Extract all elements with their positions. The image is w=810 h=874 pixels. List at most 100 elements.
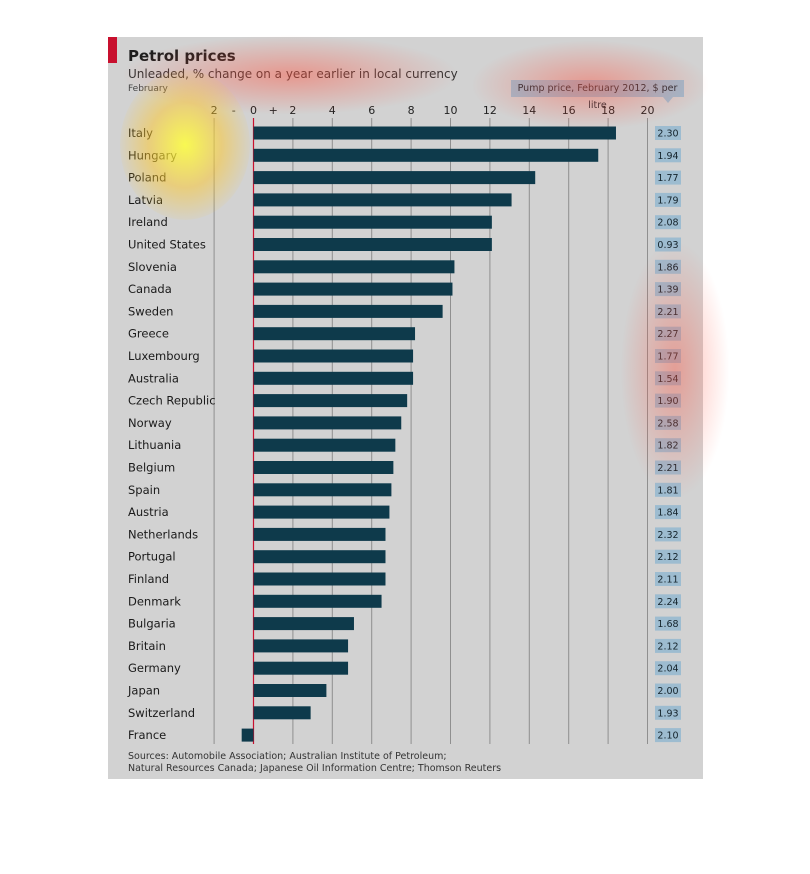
- x-tick-label: 2: [211, 104, 218, 117]
- pump-price-label: 2.32: [657, 530, 678, 541]
- pump-price-label: 0.93: [657, 240, 678, 251]
- pump-price-box: [655, 616, 681, 631]
- pump-price-box: [655, 482, 681, 497]
- category-label: Slovenia: [128, 260, 177, 274]
- pump-price-box: [655, 215, 681, 230]
- pump-price-box: [655, 192, 681, 207]
- pump-price-box: [655, 148, 681, 163]
- category-label: Ireland: [128, 215, 168, 229]
- bar: [253, 349, 414, 363]
- pump-price-label: 2.00: [657, 686, 678, 697]
- pump-price-box: [655, 594, 681, 609]
- category-label: Czech Republic: [128, 394, 216, 408]
- sources-line-1: Sources: Automobile Association; Austral…: [128, 751, 447, 762]
- category-label: Switzerland: [128, 706, 195, 720]
- bar: [253, 661, 349, 675]
- bar: [253, 215, 492, 229]
- category-label: Poland: [128, 171, 166, 185]
- bar: [253, 394, 408, 408]
- x-tick-label: 20: [641, 104, 655, 117]
- pump-price-label: 2.12: [657, 552, 678, 563]
- pump-price-label: 1.54: [657, 374, 678, 385]
- category-label: Latvia: [128, 193, 163, 207]
- pump-price-box: [655, 638, 681, 653]
- pump-price-label: 2.30: [657, 129, 678, 140]
- x-tick-label: 14: [522, 104, 536, 117]
- category-label: Italy: [128, 126, 153, 140]
- pump-price-label: 2.10: [657, 731, 678, 742]
- pump-price-box: [655, 661, 681, 676]
- pump-header-pointer: [663, 97, 673, 103]
- pump-price-box: [655, 572, 681, 586]
- category-label: Norway: [128, 416, 172, 430]
- category-label: France: [128, 728, 166, 742]
- pump-price-box: [655, 170, 681, 185]
- pump-price-label: 2.27: [657, 329, 678, 340]
- category-label: Luxembourg: [128, 349, 200, 363]
- x-tick-label: 6: [368, 104, 375, 117]
- bar: [253, 193, 512, 207]
- pump-price-box: [655, 505, 681, 520]
- bar: [253, 327, 416, 341]
- pump-price-label: 2.58: [657, 418, 678, 429]
- category-label: Austria: [128, 505, 169, 519]
- category-label: Portugal: [128, 550, 176, 564]
- category-label: Hungary: [128, 148, 177, 162]
- pump-price-label: 1.94: [657, 151, 678, 162]
- x-tick-label: 0: [250, 104, 257, 117]
- bar: [253, 684, 327, 697]
- bar: [253, 416, 402, 430]
- pump-price-label: 1.84: [657, 508, 678, 519]
- pump-price-box: [655, 259, 681, 274]
- bar: [253, 282, 453, 296]
- pump-price-box: [655, 438, 681, 453]
- category-label: Britain: [128, 639, 166, 653]
- brand-accent-bar: [108, 37, 117, 63]
- pump-price-box: [655, 326, 681, 341]
- category-label: Australia: [128, 371, 179, 385]
- bar: [253, 639, 349, 653]
- category-label: Netherlands: [128, 527, 198, 541]
- bar: [241, 728, 254, 742]
- category-label: Spain: [128, 483, 160, 497]
- pump-price-box: [655, 683, 681, 698]
- pump-price-box: [655, 460, 681, 475]
- bar: [253, 148, 599, 162]
- pump-price-label: 2.21: [657, 307, 678, 318]
- x-tick-label: 8: [408, 104, 415, 117]
- pump-price-box: [655, 393, 681, 408]
- chart-title: Petrol prices: [128, 47, 236, 65]
- pump-price-header: Pump price, February 2012, $ per litre: [511, 80, 684, 111]
- pump-price-box: [655, 415, 681, 430]
- pump-price-label: 2.11: [657, 575, 678, 586]
- pump-price-label: 1.39: [657, 285, 678, 296]
- x-tick-label: 16: [562, 104, 576, 117]
- sources-note: Sources: Automobile Association; Austral…: [128, 751, 501, 775]
- pump-price-label: 2.21: [657, 463, 678, 474]
- pump-price-label: 2.08: [657, 218, 678, 229]
- category-label: Lithuania: [128, 438, 181, 452]
- x-tick-label: 10: [444, 104, 458, 117]
- pump-price-box: [655, 728, 681, 743]
- bar: [253, 126, 616, 140]
- bar: [253, 304, 443, 318]
- pump-price-label: 2.12: [657, 641, 678, 652]
- bar: [253, 438, 396, 452]
- pump-price-label: 1.79: [657, 195, 678, 206]
- bar: [253, 371, 414, 385]
- pump-price-label: 2.24: [657, 597, 678, 608]
- sources-line-2: Natural Resources Canada; Japanese Oil I…: [128, 763, 502, 774]
- bar: [253, 505, 390, 519]
- bar: [253, 594, 382, 608]
- pump-price-label: 1.77: [657, 173, 678, 184]
- x-tick-label: 4: [329, 104, 336, 117]
- pump-price-label: 1.68: [657, 619, 678, 630]
- bar: [253, 461, 394, 474]
- bar: [253, 171, 536, 185]
- pump-price-box: [655, 371, 681, 386]
- bar: [253, 527, 386, 541]
- bar: [253, 572, 386, 586]
- pump-price-box: [655, 349, 681, 363]
- x-tick-label: 12: [483, 104, 497, 117]
